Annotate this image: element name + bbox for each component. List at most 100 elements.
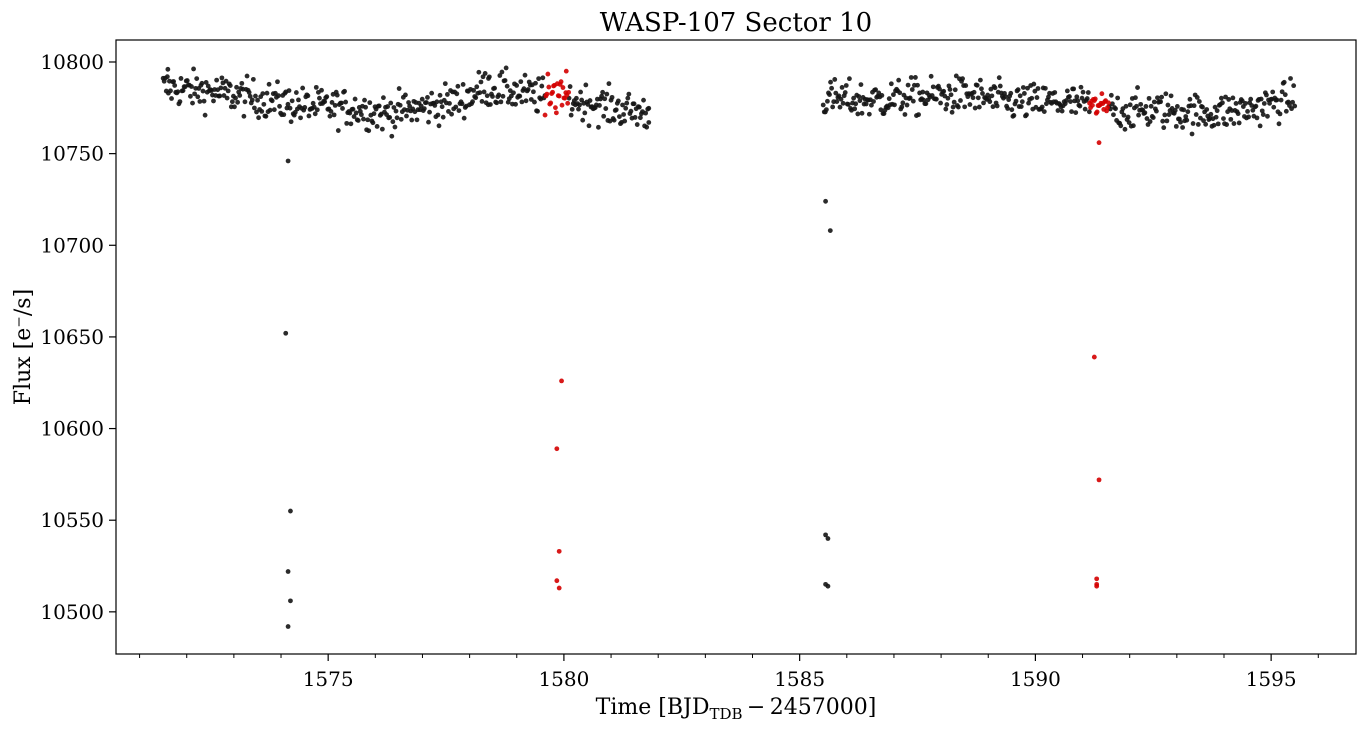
data-point xyxy=(847,76,852,82)
data-point xyxy=(1187,96,1193,102)
data-point xyxy=(644,124,650,130)
data-point xyxy=(1041,109,1047,114)
data-point xyxy=(952,87,958,93)
data-point xyxy=(626,91,632,97)
data-point xyxy=(344,120,350,126)
data-point xyxy=(288,119,294,125)
data-point xyxy=(287,105,293,111)
data-point xyxy=(473,95,479,101)
data-point xyxy=(340,106,345,111)
chart-title: WASP-107 Sector 10 xyxy=(600,8,872,38)
data-point xyxy=(351,114,357,119)
data-point xyxy=(478,79,484,85)
data-point xyxy=(171,79,177,84)
data-point xyxy=(233,95,238,101)
data-point xyxy=(1147,119,1153,124)
data-point xyxy=(825,536,831,541)
y-tick-label: 10550 xyxy=(40,508,104,532)
data-point xyxy=(314,107,320,113)
data-point xyxy=(460,82,466,87)
data-point xyxy=(830,104,836,110)
data-point xyxy=(1201,118,1206,124)
data-point xyxy=(1267,100,1272,106)
data-point xyxy=(632,115,638,120)
data-point xyxy=(1064,88,1070,94)
data-point xyxy=(225,88,231,94)
data-point xyxy=(331,112,337,118)
data-point xyxy=(1009,107,1015,113)
data-point xyxy=(492,85,497,91)
data-point xyxy=(288,598,293,604)
data-point xyxy=(1200,104,1205,110)
data-point xyxy=(585,102,591,107)
data-point xyxy=(456,108,462,114)
data-point xyxy=(910,98,916,104)
data-point xyxy=(496,92,502,98)
data-point xyxy=(312,111,318,117)
data-point xyxy=(523,98,529,104)
transit-point xyxy=(565,100,571,106)
data-point xyxy=(435,112,441,118)
data-point xyxy=(900,100,906,106)
data-point xyxy=(298,115,303,121)
data-point xyxy=(1226,97,1232,102)
data-point xyxy=(829,85,835,91)
transit-point xyxy=(544,91,550,97)
data-point xyxy=(980,91,985,96)
data-point xyxy=(825,98,830,104)
data-point xyxy=(286,88,292,94)
data-point xyxy=(586,123,592,129)
data-point xyxy=(617,114,622,120)
data-point xyxy=(218,85,224,91)
data-point xyxy=(955,104,961,110)
data-point xyxy=(285,101,291,107)
data-point xyxy=(1138,101,1144,107)
x-axis-label: Time [BJDTDB − 2457000] xyxy=(596,695,877,723)
data-point xyxy=(974,82,980,88)
transit-point xyxy=(1096,477,1102,483)
data-point xyxy=(879,92,885,98)
data-point xyxy=(342,88,347,94)
data-point xyxy=(620,102,625,108)
data-point xyxy=(1133,95,1138,101)
data-point xyxy=(1277,111,1283,117)
data-point xyxy=(1253,103,1259,109)
transit-point xyxy=(1094,583,1100,589)
data-point xyxy=(497,73,503,78)
data-point xyxy=(1283,108,1289,114)
data-point xyxy=(1165,102,1171,108)
data-point xyxy=(960,76,965,82)
data-point xyxy=(958,98,963,103)
data-point xyxy=(823,198,828,204)
data-point xyxy=(1194,95,1200,100)
data-point xyxy=(246,89,252,95)
data-point xyxy=(199,80,205,86)
data-point xyxy=(1126,120,1132,125)
data-point xyxy=(366,128,372,134)
data-point xyxy=(1213,114,1219,120)
data-point xyxy=(873,87,879,93)
data-point xyxy=(184,78,190,83)
data-point xyxy=(1184,117,1190,123)
data-point xyxy=(606,81,612,87)
data-point xyxy=(1005,106,1011,111)
data-point xyxy=(191,66,196,72)
data-point xyxy=(1026,100,1031,106)
data-point xyxy=(613,107,619,113)
data-point xyxy=(1143,104,1149,109)
data-point xyxy=(1173,123,1179,129)
x-tick-label: 1575 xyxy=(303,667,354,691)
data-point xyxy=(637,115,643,121)
data-point xyxy=(827,228,833,234)
data-point xyxy=(261,101,267,107)
data-point xyxy=(1017,93,1023,99)
data-point xyxy=(920,89,926,95)
data-point xyxy=(897,90,903,96)
data-point xyxy=(232,104,237,110)
data-point xyxy=(1084,96,1090,101)
data-point xyxy=(407,103,413,109)
data-point xyxy=(1224,122,1229,127)
data-point xyxy=(535,108,540,114)
data-point xyxy=(856,94,862,99)
data-point xyxy=(302,105,308,110)
